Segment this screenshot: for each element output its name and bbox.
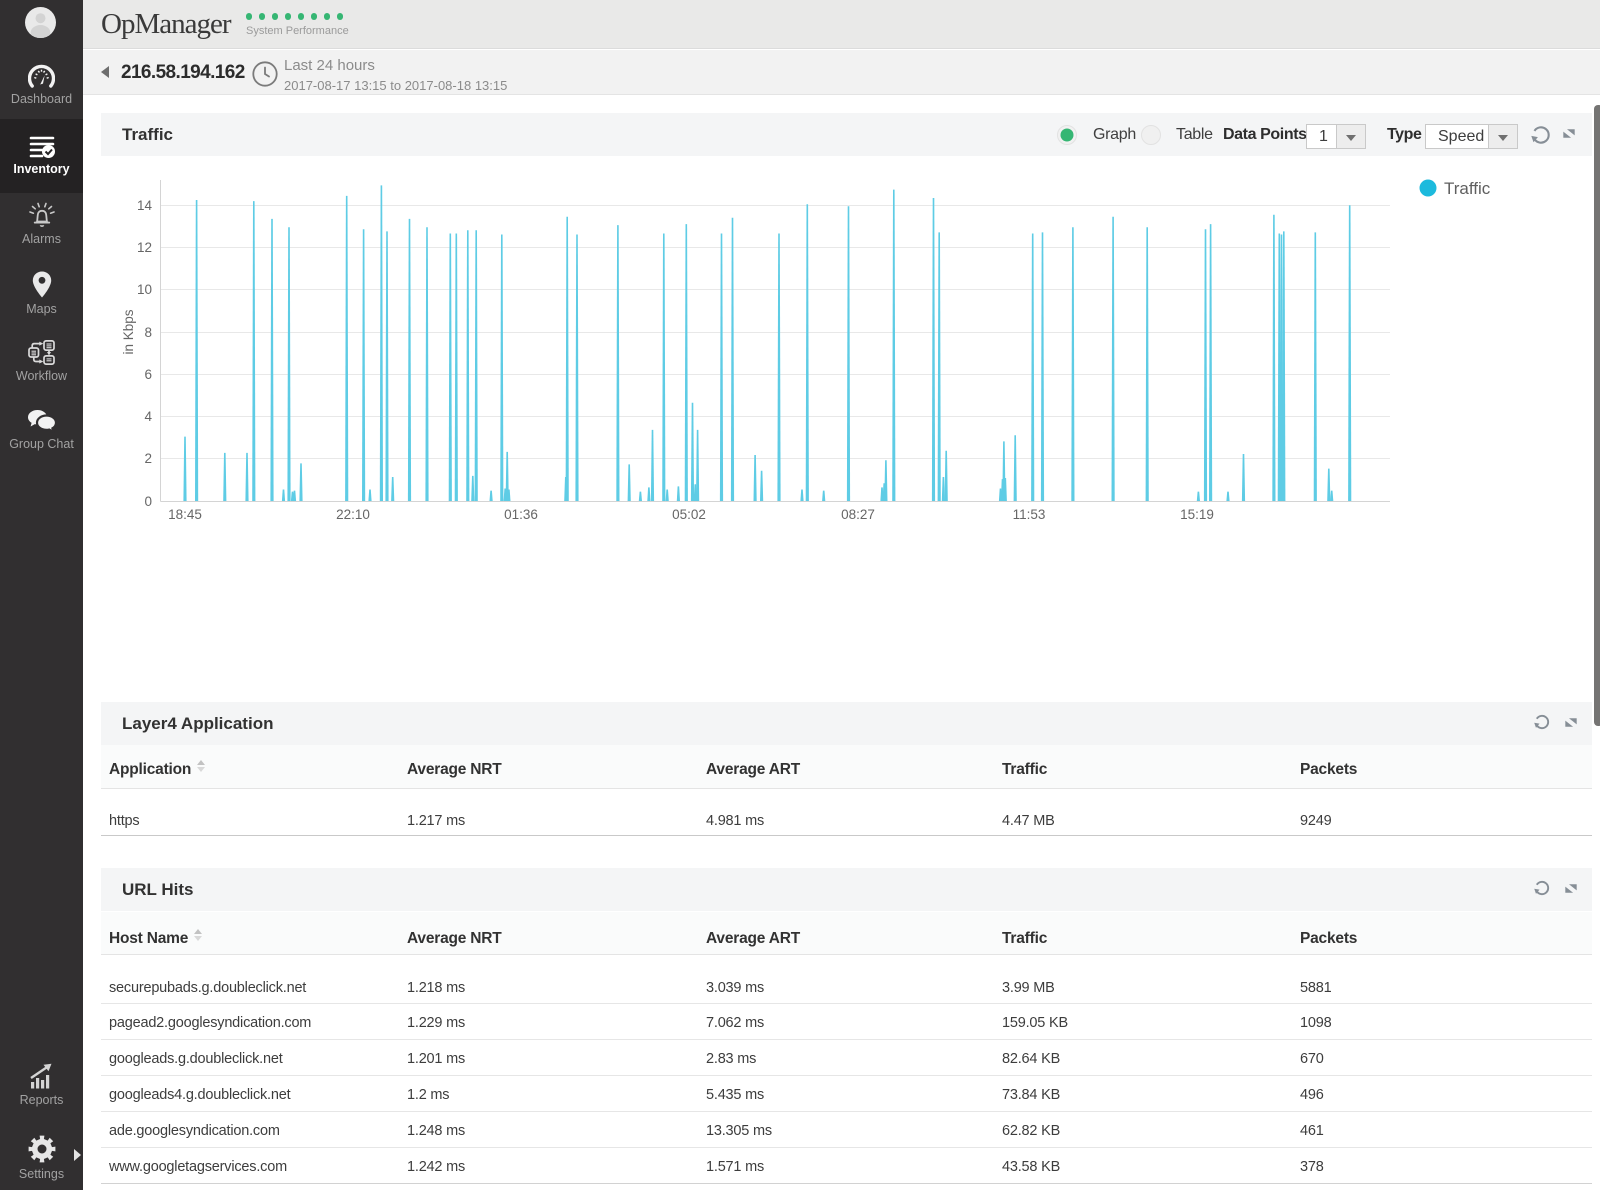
svg-text:0: 0	[144, 494, 152, 509]
svg-text:08:27: 08:27	[841, 507, 875, 522]
svg-text:4: 4	[144, 409, 152, 424]
svg-text:12: 12	[137, 240, 152, 255]
svg-text:8: 8	[144, 325, 152, 340]
svg-text:11:53: 11:53	[1013, 507, 1046, 522]
svg-text:6: 6	[144, 367, 152, 382]
svg-text:01:36: 01:36	[504, 507, 538, 522]
svg-text:2: 2	[144, 451, 152, 466]
svg-text:05:02: 05:02	[672, 507, 706, 522]
svg-text:in Kbps: in Kbps	[121, 309, 136, 354]
svg-text:22:10: 22:10	[336, 507, 370, 522]
svg-text:14: 14	[137, 198, 153, 213]
svg-text:18:45: 18:45	[168, 507, 202, 522]
svg-text:15:19: 15:19	[1180, 507, 1214, 522]
svg-text:Traffic: Traffic	[1444, 179, 1491, 198]
svg-text:10: 10	[137, 282, 152, 297]
